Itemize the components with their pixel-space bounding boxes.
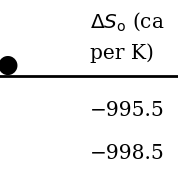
Text: −998.5: −998.5 — [90, 144, 165, 163]
Text: $\Delta S_{\mathrm{o}}$ (ca: $\Delta S_{\mathrm{o}}$ (ca — [90, 10, 164, 33]
Text: per K): per K) — [90, 44, 154, 63]
Text: −995.5: −995.5 — [90, 101, 165, 120]
Text: ●: ● — [0, 53, 18, 77]
